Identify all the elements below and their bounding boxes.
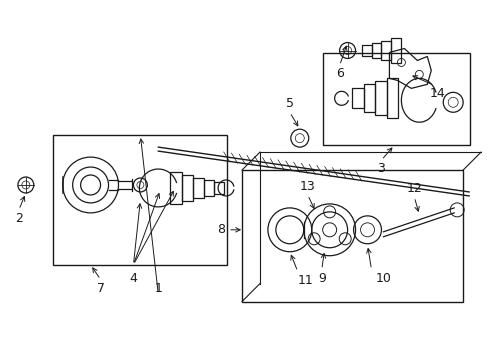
Text: 3: 3	[377, 162, 385, 175]
Text: 14: 14	[428, 87, 444, 100]
Bar	[203, 180, 214, 196]
Bar	[390, 37, 401, 63]
Bar	[53, 135, 226, 265]
Bar	[375, 81, 386, 115]
Bar	[363, 84, 375, 112]
Text: 10: 10	[375, 272, 390, 285]
Bar	[381, 41, 390, 60]
Text: 12: 12	[406, 182, 421, 195]
Bar	[371, 42, 381, 58]
Bar	[386, 78, 398, 118]
Text: 7: 7	[96, 282, 104, 294]
Text: 2: 2	[15, 212, 23, 225]
Bar	[351, 88, 363, 108]
Bar	[322, 54, 469, 145]
Text: 9: 9	[317, 272, 325, 285]
Bar	[193, 178, 203, 198]
Bar	[242, 170, 462, 302]
Text: 1: 1	[154, 282, 162, 294]
Bar	[214, 182, 224, 194]
Text: 13: 13	[299, 180, 315, 193]
Bar	[182, 175, 193, 201]
Bar	[170, 172, 182, 204]
Bar	[361, 45, 371, 57]
Text: 4: 4	[129, 272, 137, 285]
Text: 8: 8	[217, 223, 224, 236]
Text: 6: 6	[335, 67, 343, 80]
Text: 11: 11	[297, 274, 313, 287]
Text: 5: 5	[285, 97, 293, 110]
